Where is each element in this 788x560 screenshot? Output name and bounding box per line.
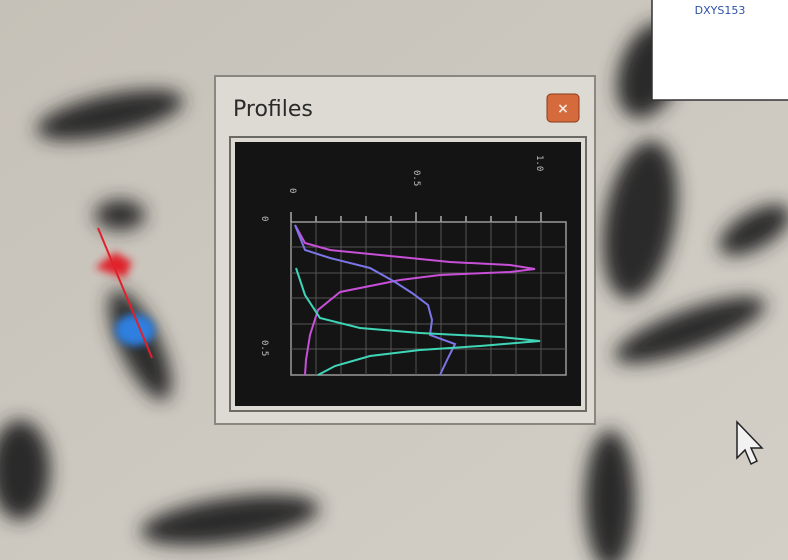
marker-arrow: [95, 252, 132, 278]
marker-line: [97, 227, 153, 359]
tick-marks: [290, 212, 542, 222]
close-icon: ×: [557, 101, 569, 117]
signal-spot: [115, 314, 155, 346]
top-label: 1.0: [534, 155, 544, 171]
panel-border: [229, 136, 587, 412]
close-button[interactable]: [546, 93, 580, 123]
top-label: 0: [287, 188, 297, 193]
left-label: 0: [259, 216, 269, 221]
mouse-cursor: [736, 420, 764, 466]
label-box: [651, 0, 788, 101]
profiles-window: Profiles × 0 0.5 1.0 0 0.5: [214, 75, 596, 425]
top-label: 0.5: [411, 170, 421, 186]
profile-curves: [294, 224, 541, 376]
left-label: 0.5: [259, 340, 269, 356]
label-text: DXYS153: [695, 4, 746, 17]
grid: [291, 222, 566, 375]
plot-panel: [235, 142, 581, 406]
window-title: Profiles: [233, 97, 313, 122]
